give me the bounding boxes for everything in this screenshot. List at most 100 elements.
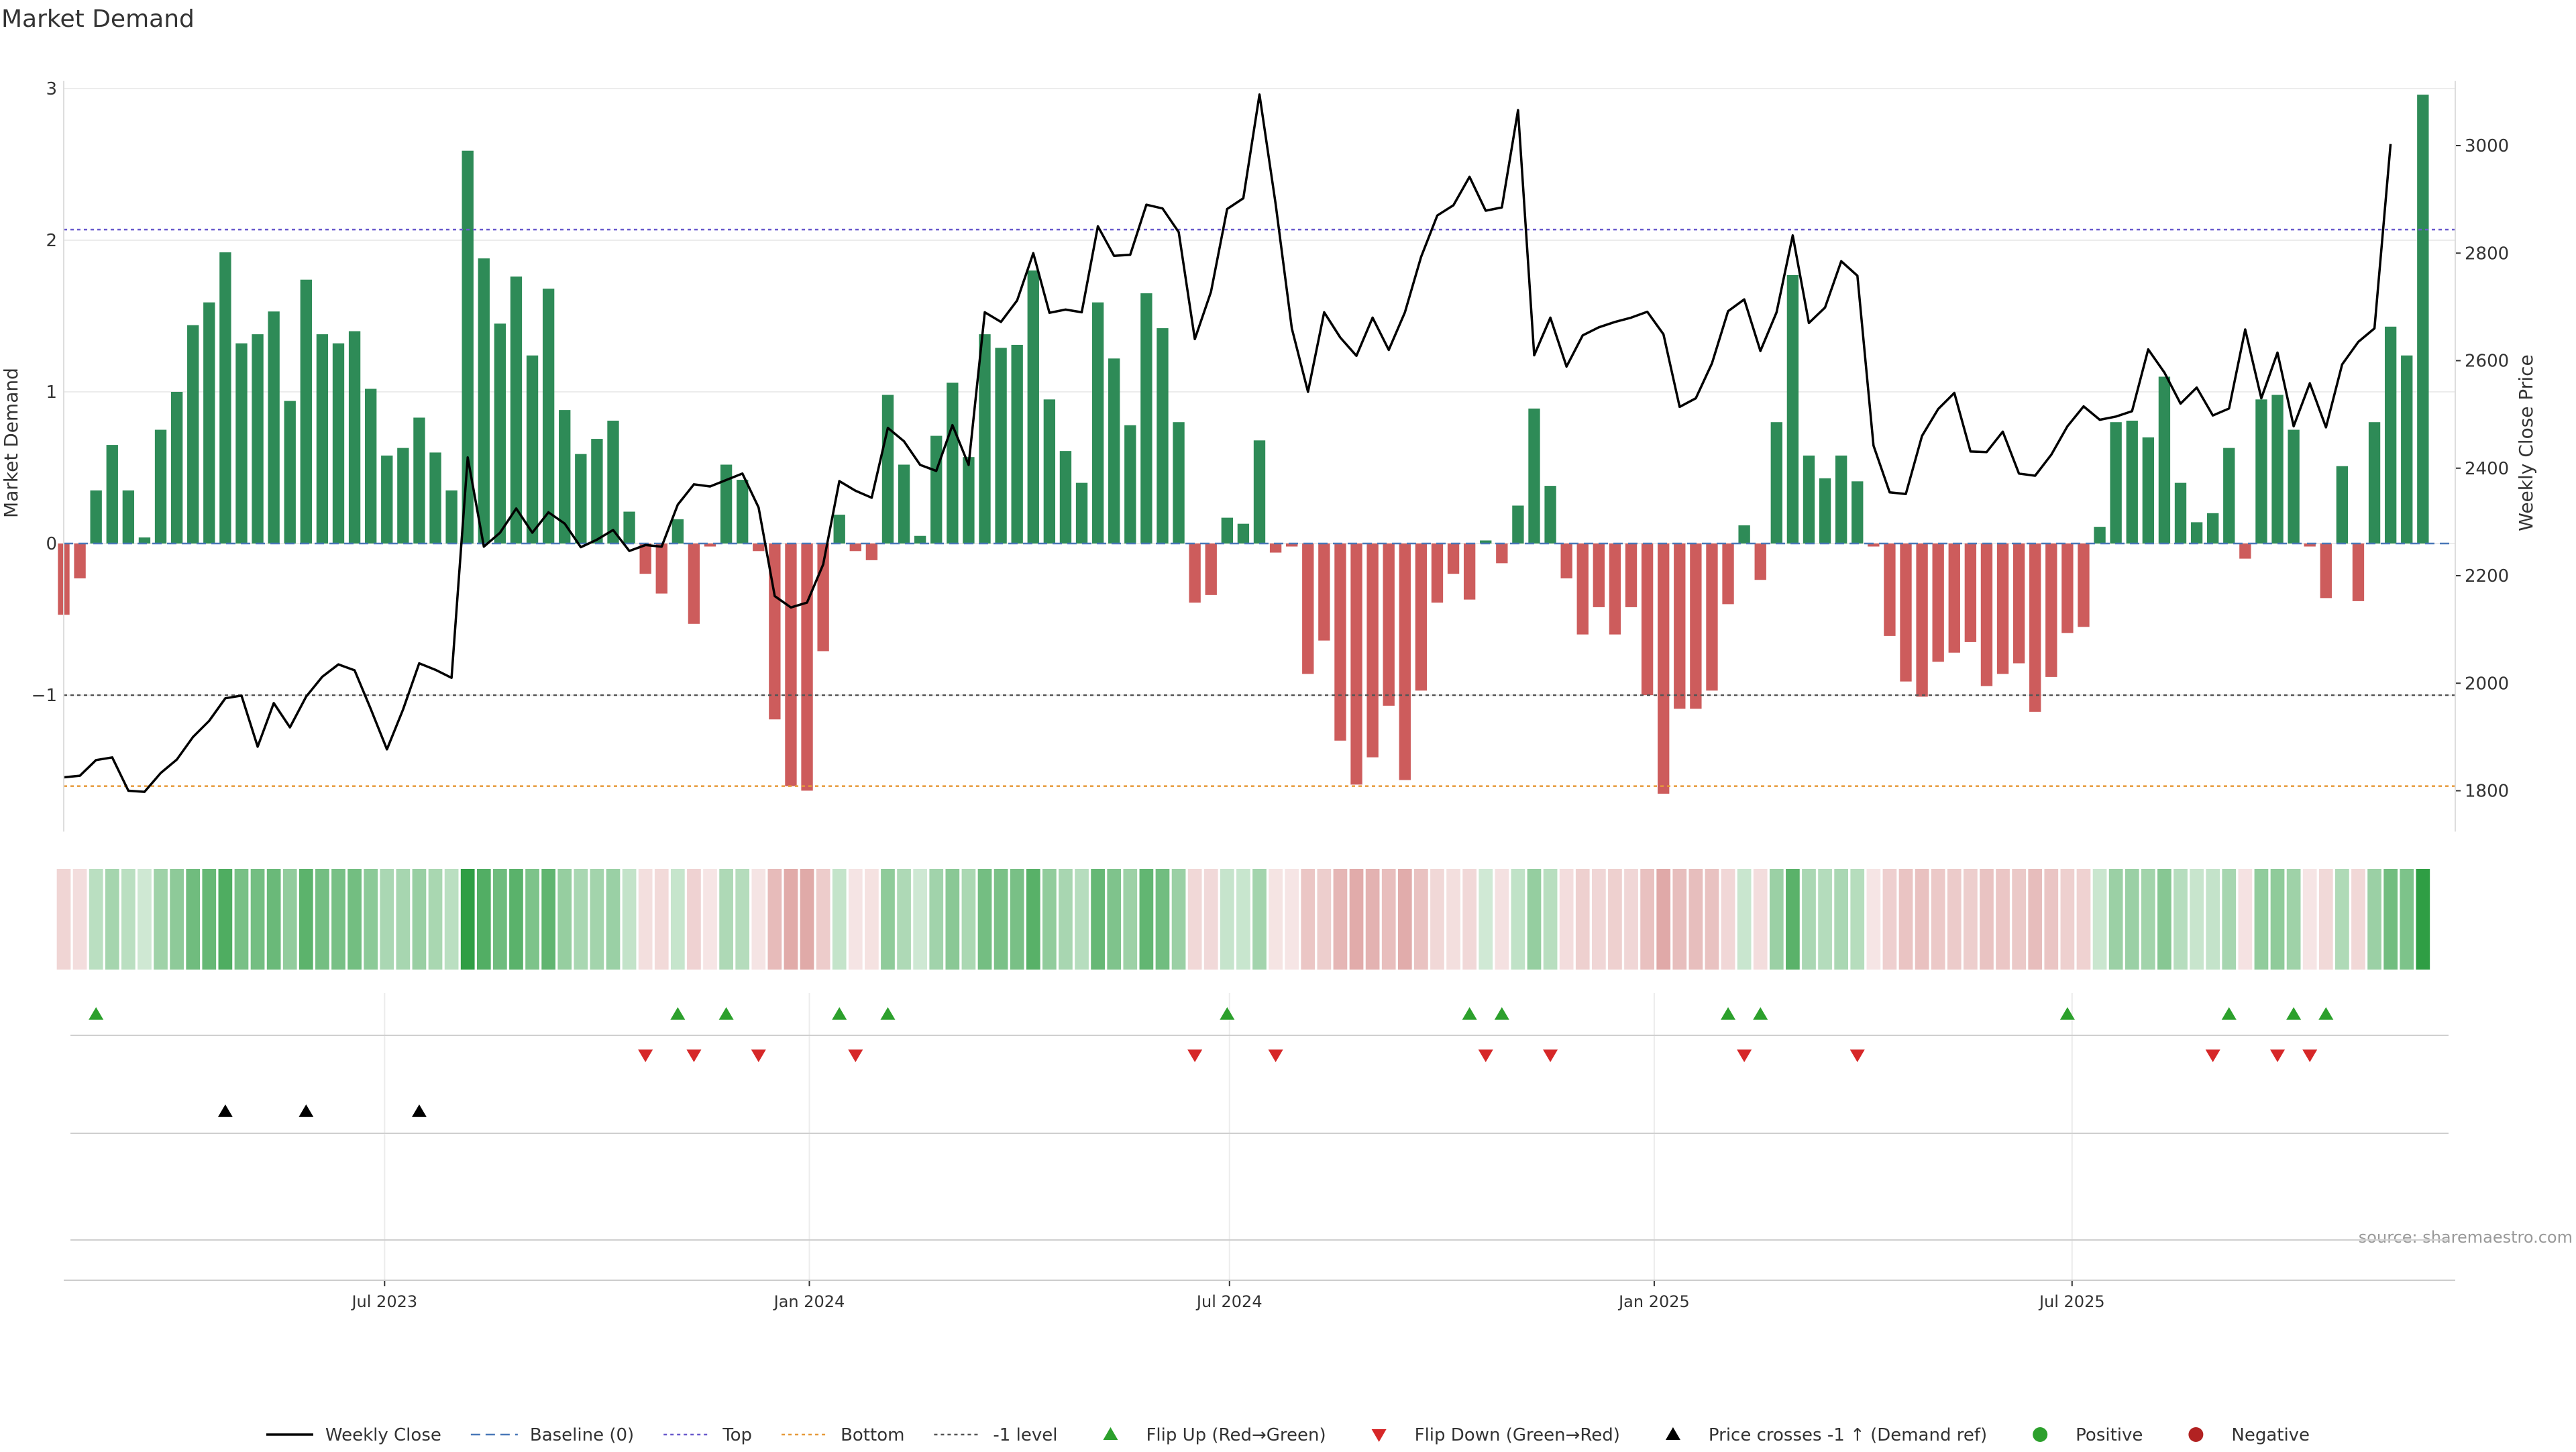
- demand-bar: [2190, 522, 2203, 543]
- heat-cell: [719, 869, 733, 970]
- demand-bar: [1124, 425, 1136, 543]
- demand-bar: [381, 455, 393, 543]
- heat-cell: [1414, 869, 1428, 970]
- heat-cell: [1446, 869, 1460, 970]
- heat-cell: [1672, 869, 1687, 970]
- heat-cell: [1786, 869, 1800, 970]
- heat-cell: [961, 869, 976, 970]
- legend: Weekly Close Baseline (0) Top Bottom -1 leve…: [266, 1425, 2310, 1445]
- demand-bar: [704, 543, 716, 547]
- heat-cell: [202, 869, 217, 970]
- flip-down-marker: [638, 1049, 653, 1062]
- demand-bar: [1754, 543, 1766, 580]
- heat-cell: [1640, 869, 1654, 970]
- heat-cell: [186, 869, 201, 970]
- y-tick-label-right: 2000: [2465, 674, 2509, 694]
- heat-cell: [1898, 869, 1913, 970]
- heat-cell: [735, 869, 750, 970]
- demand-bar: [2336, 466, 2349, 543]
- heat-cell: [2157, 869, 2171, 970]
- heat-cell: [1511, 869, 1525, 970]
- demand-bar: [1415, 543, 1428, 691]
- heat-cell: [56, 869, 71, 970]
- heat-cell: [1931, 869, 1945, 970]
- demand-bar: [429, 452, 441, 543]
- demand-bar: [769, 543, 781, 720]
- heat-cell: [412, 869, 427, 970]
- demand-bar: [1786, 274, 1799, 543]
- heat-cell: [945, 869, 960, 970]
- demand-bar: [510, 276, 523, 543]
- demand-bar: [1512, 505, 1524, 543]
- demand-bar: [1205, 543, 1217, 595]
- heat-cell: [1850, 869, 1865, 970]
- legend-item: Flip Up (Red→Green): [1103, 1425, 1326, 1445]
- heat-cell: [1236, 869, 1250, 970]
- heat-cell: [2190, 869, 2204, 970]
- heat-cell: [282, 869, 297, 970]
- demand-bar: [639, 543, 651, 574]
- demand-bar: [219, 252, 231, 543]
- price-cross-marker: [217, 1104, 233, 1117]
- legend-label: Positive: [2076, 1425, 2143, 1445]
- demand-bar: [979, 334, 991, 543]
- demand-bar: [1658, 543, 1670, 794]
- heat-cell: [881, 869, 895, 970]
- heat-cell: [1834, 869, 1849, 970]
- demand-bar: [947, 382, 959, 543]
- heat-cell: [541, 869, 555, 970]
- demand-bar: [1011, 344, 1023, 543]
- heat-cell: [1203, 869, 1218, 970]
- legend-symbol: [1103, 1427, 1118, 1440]
- heat-cell: [1171, 869, 1186, 970]
- heat-cell: [2028, 869, 2043, 970]
- heat-cell: [1527, 869, 1542, 970]
- weekly-close-line: [63, 93, 2392, 793]
- demand-bar: [122, 490, 135, 543]
- heat-cell: [266, 869, 281, 970]
- heat-cell: [476, 869, 491, 970]
- demand-bar: [2110, 422, 2122, 543]
- demand-bar: [235, 343, 248, 543]
- demand-bar: [1916, 543, 1928, 697]
- heat-cell: [1753, 869, 1768, 970]
- flip-up-marker: [2286, 1007, 2302, 1020]
- heat-cell: [1575, 869, 1590, 970]
- demand-bar: [995, 348, 1007, 543]
- legend-symbol: [2188, 1427, 2204, 1442]
- demand-bar: [1399, 543, 1411, 780]
- demand-bar: [203, 302, 215, 543]
- heat-cell: [1591, 869, 1606, 970]
- heat-cell: [2174, 869, 2188, 970]
- flip-up-marker: [1753, 1007, 1768, 1020]
- demand-bar: [914, 535, 926, 543]
- demand-bar: [252, 334, 264, 543]
- demand-bar: [1932, 543, 1944, 662]
- demand-bar: [2223, 448, 2235, 543]
- heat-cell: [606, 869, 621, 970]
- heat-cell: [1187, 869, 1202, 970]
- legend-item: Negative: [2188, 1425, 2310, 1445]
- heat-cell: [751, 869, 766, 970]
- heat-cell: [703, 869, 717, 970]
- heat-cell: [2367, 869, 2381, 970]
- demand-bar: [74, 543, 86, 578]
- heat-cell: [1947, 869, 1962, 970]
- heat-cell: [1059, 869, 1073, 970]
- price-line-layer: [63, 93, 2392, 793]
- heat-cell: [1349, 869, 1364, 970]
- heat-cell: [2141, 869, 2155, 970]
- heat-cell: [347, 869, 362, 970]
- demand-bar: [1868, 543, 1880, 547]
- heat-cell: [380, 869, 394, 970]
- y-tick-label-left: 1: [46, 382, 57, 403]
- heat-cell: [1882, 869, 1897, 970]
- heat-cell: [1430, 869, 1444, 970]
- heat-cell: [1091, 869, 1105, 970]
- heat-cell: [2076, 869, 2091, 970]
- demand-bar: [90, 490, 102, 543]
- heat-cell: [2060, 869, 2075, 970]
- demand-bar: [881, 395, 894, 543]
- demand-bar: [2352, 543, 2365, 601]
- heat-cell: [832, 869, 847, 970]
